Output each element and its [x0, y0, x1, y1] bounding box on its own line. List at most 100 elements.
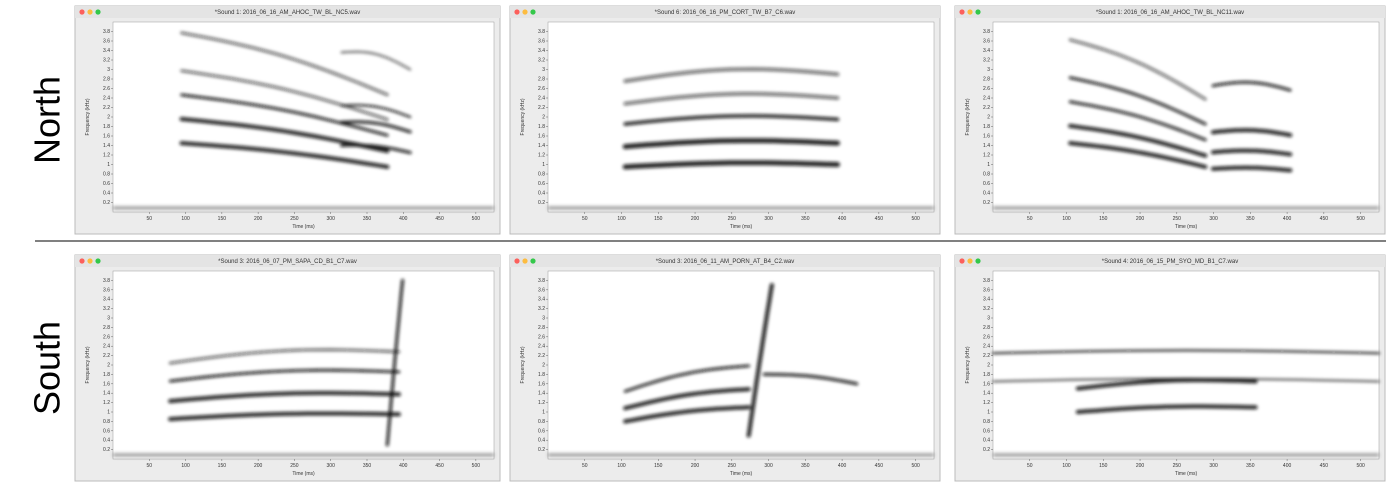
y-tick-label: 3.2 — [983, 58, 990, 64]
y-tick-label: 2.8 — [103, 325, 110, 331]
harmonic-band — [340, 50, 412, 71]
y-tick-label: 0.8 — [983, 172, 990, 178]
y-tick-label: 0.8 — [538, 172, 545, 178]
harmonic-band — [168, 368, 401, 383]
harmonic-band — [1068, 38, 1207, 101]
harmonic-band — [992, 349, 1380, 355]
x-tick-label: 500 — [472, 216, 481, 222]
y-tick-label: 2.2 — [538, 105, 545, 111]
y-tick-label: 3.4 — [103, 297, 110, 303]
y-tick-label: 1.4 — [103, 143, 110, 149]
y-tick-label: 1 — [107, 162, 110, 168]
x-tick-label: 300 — [764, 463, 773, 469]
window-button — [522, 9, 528, 15]
y-tick-label: 3.4 — [983, 48, 990, 54]
x-tick-label: 100 — [617, 216, 626, 222]
y-tick-label: 1.6 — [538, 381, 545, 387]
y-tick-label: 1.8 — [103, 124, 110, 130]
x-tick-label: 50 — [1027, 216, 1033, 222]
y-tick-label: 1.8 — [538, 372, 545, 378]
x-tick-label: 400 — [838, 216, 847, 222]
y-tick-label: 2.4 — [538, 344, 545, 350]
y-tick-label: 3.2 — [538, 58, 545, 64]
window-title: *Sound 3: 2016_06_07_PM_SAPA_CD_B1_C7.wa… — [218, 259, 357, 265]
x-tick-label: 450 — [875, 463, 884, 469]
x-tick-label: 200 — [691, 216, 700, 222]
y-tick-label: 2.2 — [103, 105, 110, 111]
harmonic-band — [623, 92, 840, 106]
y-tick-label: 2.6 — [983, 86, 990, 92]
x-tick-label: 250 — [290, 216, 299, 222]
plot-area — [112, 21, 495, 213]
harmonic-band — [168, 411, 401, 422]
x-tick-label: 50 — [147, 463, 153, 469]
harmonic-band — [180, 93, 389, 137]
harmonic-band — [385, 278, 405, 447]
x-tick-label: 400 — [399, 216, 408, 222]
window: *Sound 4: 2016_06_15_PM_SYO_MD_B1_C7.wav… — [954, 254, 1386, 482]
row-label: North — [27, 76, 68, 164]
y-axis-label: Frequency (kHz) — [520, 346, 526, 383]
y-tick-label: 2 — [987, 115, 990, 121]
spectrogram — [992, 349, 1380, 457]
x-tick-label: 500 — [472, 463, 481, 469]
x-tick-label: 350 — [363, 463, 372, 469]
harmonic-band — [180, 69, 389, 121]
x-tick-label: 400 — [1283, 463, 1292, 469]
harmonic-band — [1211, 80, 1292, 92]
y-tick-label: 0.2 — [103, 200, 110, 206]
window-title: *Sound 6: 2016_06_16_PM_CORT_TW_B7_C6.wa… — [655, 10, 796, 16]
y-tick-label: 3.2 — [983, 306, 990, 312]
x-tick-label: 150 — [218, 463, 227, 469]
noise-floor — [548, 206, 934, 210]
y-axis-label: Frequency (kHz) — [965, 98, 971, 135]
x-tick-label: 250 — [1173, 463, 1182, 469]
y-tick-label: 3.8 — [538, 278, 545, 284]
x-tick-label: 350 — [1246, 216, 1255, 222]
x-axis-label: Time (ms) — [292, 224, 315, 230]
window-button — [967, 258, 973, 264]
x-tick-label: 100 — [181, 463, 190, 469]
x-axis-label: Time (ms) — [292, 471, 315, 477]
window-title: *Sound 4: 2016_06_15_PM_SYO_MD_B1_C7.wav — [1102, 259, 1238, 265]
harmonic-band — [340, 120, 412, 134]
y-tick-label: 0.6 — [103, 428, 110, 434]
x-tick-label: 350 — [363, 216, 372, 222]
x-tick-label: 200 — [1136, 216, 1145, 222]
window: *Sound 1: 2016_06_16_AM_AHOC_TW_BL_NC5.w… — [74, 5, 501, 235]
harmonic-band — [1075, 404, 1258, 414]
title-bar — [75, 6, 500, 18]
y-tick-label: 0.2 — [538, 200, 545, 206]
y-tick-label: 0.4 — [983, 438, 990, 444]
plot-area — [112, 270, 495, 460]
x-tick-label: 500 — [911, 463, 920, 469]
y-tick-label: 2.4 — [538, 96, 545, 102]
y-tick-label: 3.8 — [983, 278, 990, 284]
window-button — [959, 9, 965, 15]
window: *Sound 3: 2016_06_11_AM_PORN_AT_B4_C2.wa… — [509, 254, 941, 482]
x-tick-label: 200 — [691, 463, 700, 469]
x-tick-label: 450 — [1320, 463, 1329, 469]
row-label: South — [27, 321, 68, 415]
y-tick-label: 2.4 — [103, 96, 110, 102]
y-tick-label: 2 — [542, 363, 545, 369]
x-tick-label: 400 — [1283, 216, 1292, 222]
x-tick-label: 250 — [728, 216, 737, 222]
window-button — [975, 258, 981, 264]
y-tick-label: 2 — [987, 363, 990, 369]
y-tick-label: 2 — [107, 363, 110, 369]
y-tick-label: 2.6 — [103, 334, 110, 340]
x-tick-label: 350 — [801, 463, 810, 469]
y-tick-label: 1.2 — [538, 153, 545, 159]
window-button — [975, 9, 981, 15]
y-tick-label: 3.4 — [983, 297, 990, 303]
y-tick-label: 1.6 — [983, 381, 990, 387]
x-tick-label: 450 — [435, 216, 444, 222]
y-tick-label: 1.6 — [103, 134, 110, 140]
x-tick-label: 150 — [654, 463, 663, 469]
spectrogram — [113, 31, 494, 210]
y-tick-label: 1.2 — [983, 400, 990, 406]
y-tick-label: 3 — [107, 316, 110, 322]
y-tick-label: 3.2 — [538, 306, 545, 312]
x-tick-label: 100 — [1062, 463, 1071, 469]
